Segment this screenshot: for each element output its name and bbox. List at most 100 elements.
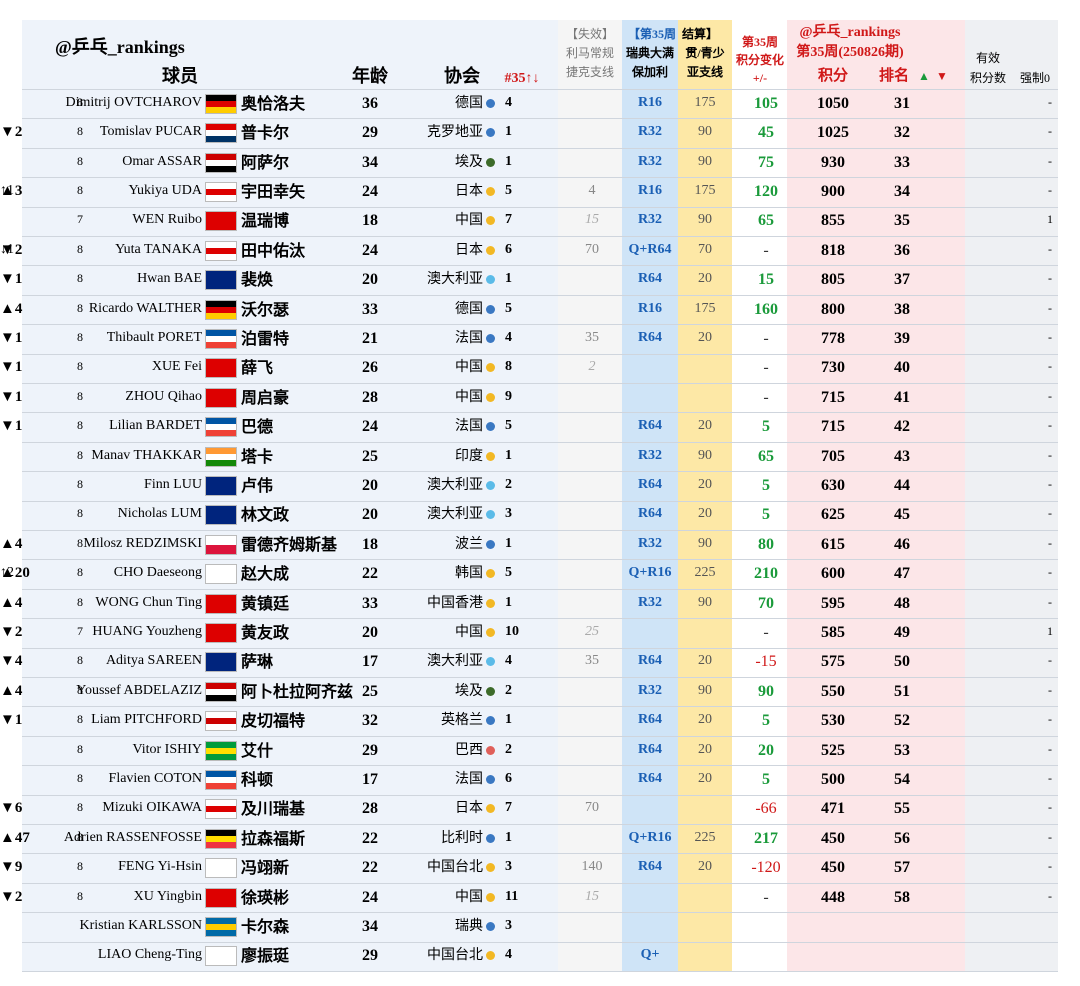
result: R64 <box>637 418 663 434</box>
assoc-rank: 4 <box>505 94 512 110</box>
association: 中国 <box>455 388 483 405</box>
rank: 57 <box>894 859 910 877</box>
player-en: HUANG Youzheng <box>92 623 202 639</box>
forced-zero: - <box>1048 476 1052 491</box>
association: 波兰 <box>455 535 483 552</box>
result: R64 <box>637 271 663 287</box>
forced-zero: - <box>1048 153 1052 168</box>
rank: 51 <box>894 682 910 700</box>
assoc-dot <box>486 422 495 432</box>
age: 29 <box>362 947 378 965</box>
forced-zero: 1 <box>1047 212 1053 227</box>
row-line <box>22 706 1058 708</box>
age: 20 <box>362 271 378 289</box>
assoc-rank: 6 <box>505 241 512 257</box>
flag-stripe <box>206 712 236 719</box>
rank-move: ▼1 <box>0 418 23 435</box>
row-line <box>22 971 1058 972</box>
association: 中国台北 <box>427 947 483 964</box>
row-line <box>22 147 1058 149</box>
rank: 33 <box>894 153 910 171</box>
rank-move: ▼1 <box>0 359 23 376</box>
player-zh: 艾什 <box>241 740 274 760</box>
age: 36 <box>362 94 378 112</box>
player-zh: 科顿 <box>241 769 274 789</box>
assoc-dot <box>486 716 495 726</box>
player-en: FENG Yi-Hsin <box>118 859 202 875</box>
flag-stripe <box>206 300 236 307</box>
player-en: Dimitrij OVTCHAROV <box>65 94 203 110</box>
forced-zero: - <box>1048 271 1052 286</box>
player-en: Vitor ISHIY <box>132 741 202 757</box>
forced-zero: - <box>1048 888 1052 903</box>
forced-zero: - <box>1048 329 1052 344</box>
row-line <box>22 383 1058 384</box>
result-points: 20 <box>698 859 712 875</box>
player-en: Yuta TANAKA <box>115 241 202 257</box>
flag <box>205 505 237 526</box>
association: 比利时 <box>441 829 483 846</box>
points: 530 <box>821 712 845 730</box>
flag-stripe <box>206 888 236 907</box>
result: R64 <box>637 653 663 669</box>
assoc-rank: 1 <box>505 153 512 169</box>
flag-stripe <box>206 106 236 113</box>
rank: 37 <box>894 271 910 289</box>
player-zh: 萨琳 <box>241 652 274 672</box>
rank-move: ▼1 <box>0 388 23 405</box>
flag-stripe <box>206 782 236 789</box>
assoc-dot <box>486 627 495 637</box>
association: 巴西 <box>455 741 483 758</box>
flag-stripe <box>206 418 236 425</box>
valid-count: 8 <box>77 565 83 580</box>
association: 澳大利亚 <box>427 653 483 670</box>
assoc-dot <box>486 510 495 520</box>
forced-zero: - <box>1048 741 1052 756</box>
valid-count: 8 <box>77 388 83 403</box>
lapsed-points: 70 <box>585 800 599 816</box>
assoc-dot <box>486 539 495 549</box>
flag <box>205 799 237 820</box>
rank: 42 <box>894 418 910 436</box>
flag <box>205 152 237 173</box>
association: 澳大利亚 <box>427 476 483 493</box>
rank: 46 <box>894 535 910 553</box>
valid-count: 8 <box>77 94 83 109</box>
result: R64 <box>637 741 663 757</box>
col-header: 协会 <box>444 66 480 86</box>
player-en: Yukiya UDA <box>128 182 203 198</box>
age: 25 <box>362 682 378 700</box>
player-zh: 拉森福斯 <box>241 828 306 848</box>
rank-move: ▼2 <box>0 241 23 258</box>
player-zh: 裴焕 <box>241 270 274 290</box>
col-header: 亚支线 <box>686 65 723 79</box>
row-line <box>22 647 1058 649</box>
player-zh: 阿卜杜拉阿齐兹 <box>241 681 354 701</box>
result: R64 <box>637 506 663 522</box>
rank: 35 <box>894 212 910 230</box>
points: 575 <box>821 653 845 671</box>
age: 22 <box>362 829 378 847</box>
assoc-rank: 3 <box>505 506 512 522</box>
valid-count: 8 <box>77 447 83 462</box>
rank-move: ▲4 <box>0 300 23 317</box>
player-en: Omar ASSAR <box>122 153 202 169</box>
points: 715 <box>821 418 845 436</box>
result-points: 90 <box>698 447 712 463</box>
flag-stripe <box>206 565 236 584</box>
col-header: 第35周 <box>741 35 778 49</box>
assoc-rank: 1 <box>505 535 512 551</box>
age: 22 <box>362 859 378 877</box>
result: R64 <box>637 712 663 728</box>
forced-zero: - <box>1048 241 1052 256</box>
flag <box>205 946 237 967</box>
assoc-dot <box>486 451 495 461</box>
rank-move: ▲4 <box>0 535 23 552</box>
association: 德国 <box>455 300 483 317</box>
age: 29 <box>362 741 378 759</box>
age: 24 <box>362 182 378 200</box>
flag-stripe <box>206 188 236 195</box>
forced-zero: 1 <box>1047 623 1053 638</box>
col-header: 第35周(250826期) <box>796 45 904 60</box>
row-line <box>22 824 1058 825</box>
